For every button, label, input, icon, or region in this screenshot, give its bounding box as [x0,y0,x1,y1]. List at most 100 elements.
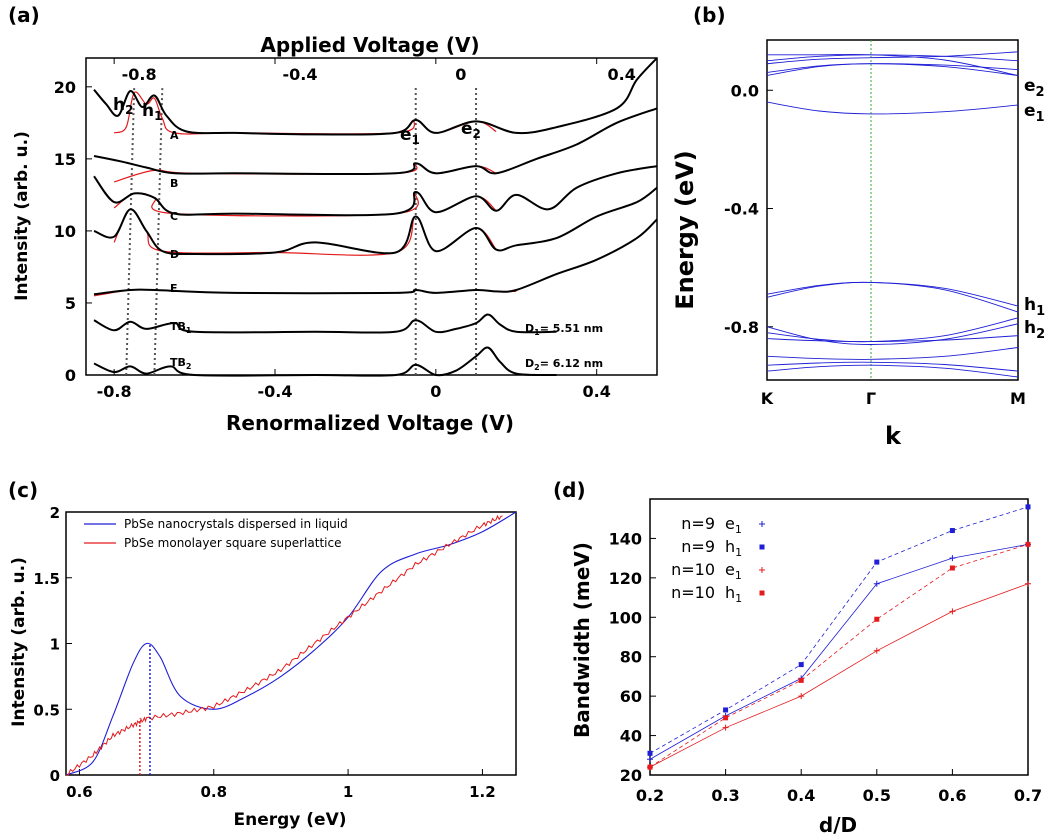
band-line [766,51,1019,65]
panel-d-series [647,504,1031,771]
panel-b-ticks: 0.0 -0.4 -0.8 K Γ M [724,81,1026,408]
panel-b: (b) Energy (eV) k 0.0 -0.4 -0.8 K Γ M e2 e1 h… [671,3,1045,450]
spectrum-curve-d [93,186,658,256]
c-xtick-label: 1.2 [469,783,496,801]
legend-marker [759,590,765,596]
curve-label-c: C [170,210,178,223]
a-ytick-label: 0 [65,366,76,385]
d-ytick-label: 120 [609,569,642,588]
panel-d-label: (d) [553,478,586,502]
peak-label-h2: h2 [113,95,133,117]
panel-c-x-axis-title: Energy (eV) [233,810,346,830]
band-line [766,54,1019,62]
b-xtick-label: K [761,389,774,408]
band-label-h2: h2 [1024,318,1045,342]
panel-a-curves [93,57,658,377]
data-point [1025,504,1031,510]
a-ytick-label: 5 [65,294,76,313]
curve-label-b: B [170,177,178,190]
curve-label-a: A [170,129,179,142]
data-point [798,662,804,668]
c-ytick-label: 2 [50,504,60,522]
panel-a-bottom-axis-title: Renormalized Voltage (V) [226,411,514,435]
peak-guide-line [153,86,164,376]
d-xtick-label: 0.5 [863,786,891,805]
c-xtick-label: 0.8 [200,783,227,801]
c-xtick-label: 1 [343,783,353,801]
panel-c-label: (c) [8,478,38,502]
legend-d-prefix-1: n=9 [681,537,715,556]
curve-label-tb1: TB1 [170,320,192,335]
a-top-tick-label: -0.8 [122,65,157,84]
legend-d-prefix-0: n=9 [681,514,715,533]
d-ytick-label: 140 [609,529,642,548]
panel-d-y-axis-title: Bandwidth (meV) [570,542,594,738]
band-line [766,101,1019,115]
legend-marker [759,544,765,550]
d-ytick-label: 40 [620,727,642,746]
b-ytick-label: 0.0 [731,81,759,100]
legend-label-superlattice: PbSe monolayer square superlattice [124,536,341,550]
a-xtick-label: -0.4 [258,382,293,401]
panel-c-y-axis-title: Intensity (arb. u.) [9,557,29,727]
band-line [766,361,1019,372]
data-point [873,580,880,587]
series-nanocrystals [65,511,517,776]
fit-curve [113,91,497,135]
panel-c: (c) Energy (eV) Intensity (arb. u.) 0.6 0… [8,478,517,830]
d2-annotation: D2= 6.12 nm [525,357,603,372]
b-xtick-label: Γ [866,389,876,408]
curve-label-e: E [170,282,178,295]
d-xtick-label: 0.3 [711,786,739,805]
a-top-tick-label: 0.4 [608,65,636,84]
c-ytick-label: 1.5 [33,570,60,588]
band-line [766,63,1019,73]
a-ytick-label: 15 [54,150,76,169]
data-point [873,647,880,654]
b-ytick-label: -0.8 [724,318,759,337]
data-point [949,528,955,534]
legend-label-nanocrystals: PbSe nanocrystals dispersed in liquid [124,517,348,531]
panel-c-series [65,511,517,776]
d-xtick-label: 0.4 [787,786,815,805]
a-xtick-label: 0 [430,382,441,401]
legend-d-label-0: e1 [725,514,742,536]
a-top-tick-label: -0.4 [283,65,318,84]
curve-label-tb2: TB2 [170,356,191,371]
panel-c-legend: PbSe nanocrystals dispersed in liquid Pb… [84,517,348,550]
panel-c-frame [65,511,517,776]
data-point [1025,541,1031,547]
data-point [647,764,653,770]
d1-annotation: D1= 5.51 nm [525,322,603,337]
data-point [723,715,729,721]
d-xtick-label: 0.2 [636,786,664,805]
legend-d-prefix-2: n=10 [671,560,715,579]
legend-d-marks [759,521,765,596]
data-point [723,707,729,713]
a-ytick-label: 10 [54,222,76,241]
panel-d: (d) d/D Bandwidth (meV) 0.2 0.3 0.4 0.5 0.6 0… [553,478,1042,837]
panel-a-ticks: -0.8 -0.8 -0.4 -0.4 0 0 0.4 0.4 0 5 10 15 20 [54,58,636,401]
a-ytick-label: 20 [54,78,76,97]
band-line [766,63,1019,76]
panel-d-frame [649,498,1029,776]
legend-d-label-3: h1 [725,583,742,605]
data-point [1025,580,1031,587]
band-label-e2: e2 [1024,76,1045,100]
data-point [949,608,956,615]
legend-d-label-1: h1 [725,537,742,559]
spectrum-curve-tb1 [93,313,557,334]
a-xtick-label: -0.8 [97,382,132,401]
panel-d-legend: n=9 e1 n=9 h1 n=10 e1 n=10 h1 [671,514,765,605]
band-label-h1: h1 [1024,295,1045,319]
curve-label-d: D [170,248,179,261]
spectrum-curve-e [93,218,658,296]
band-line [766,281,1019,307]
c-ytick-label: 0 [50,767,60,785]
data-point [722,724,729,731]
panel-a-top-axis-title: Applied Voltage (V) [260,33,479,57]
data-point [798,677,804,683]
spectrum-curve-b [93,107,658,176]
c-ytick-label: 1 [50,636,60,654]
